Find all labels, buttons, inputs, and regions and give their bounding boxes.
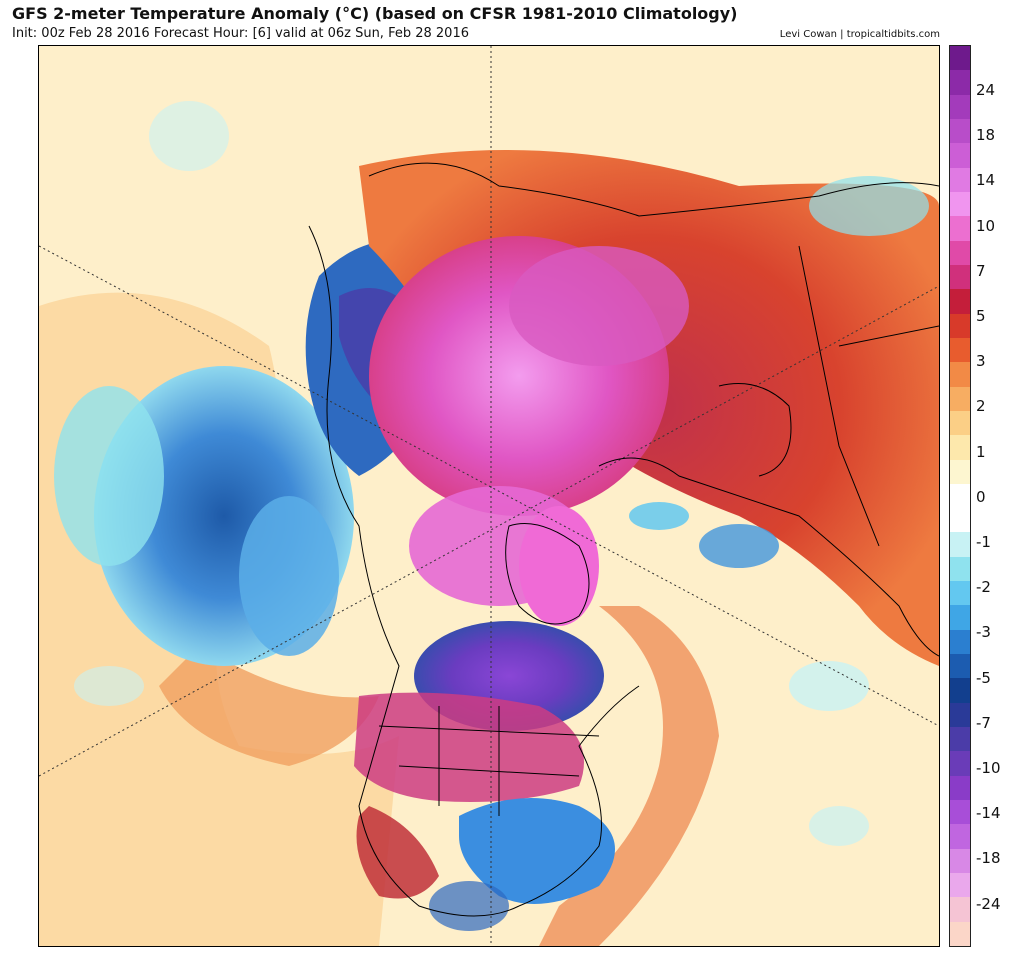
colorbar-label: -5	[976, 668, 991, 687]
colorbar-swatch	[950, 313, 970, 339]
map-subtitle: Init: 00z Feb 28 2016 Forecast Hour: [6]…	[12, 26, 469, 41]
colorbar-swatch	[950, 532, 970, 558]
colorbar-swatch	[950, 775, 970, 801]
colorbar-swatch	[950, 362, 970, 388]
colorbar-label: 14	[976, 171, 996, 190]
colorbar	[949, 45, 971, 947]
colorbar-swatch	[950, 824, 970, 850]
anomaly-map-graphic	[39, 46, 939, 946]
colorbar-swatch	[950, 897, 970, 923]
colorbar-label: -2	[976, 578, 991, 597]
colorbar-label: 0	[976, 487, 986, 506]
colorbar-swatch	[950, 410, 970, 436]
greenland-warm-anomaly	[519, 506, 599, 626]
colorbar-label: 18	[976, 126, 996, 145]
colorbar-label: -14	[976, 804, 1001, 823]
colorbar-label: 1	[976, 442, 986, 461]
colorbar-swatch	[950, 678, 970, 704]
colorbar-swatch	[950, 94, 970, 120]
colorbar-swatch	[950, 629, 970, 655]
map-credit: Levi Cowan | tropicaltidbits.com	[779, 29, 940, 40]
colorbar-label: -7	[976, 713, 991, 732]
colorbar-swatch	[950, 581, 970, 606]
anomaly-map	[38, 45, 940, 947]
colorbar-swatch	[950, 800, 970, 825]
colorbar-swatch	[950, 459, 970, 485]
colorbar-swatch	[950, 508, 970, 533]
colorbar-swatch	[950, 240, 970, 266]
us-warm-anomaly	[354, 692, 584, 802]
colorbar-label: -24	[976, 894, 1001, 913]
colorbar-swatch	[950, 289, 970, 315]
colorbar-swatch	[950, 143, 970, 169]
colorbar-label: 7	[976, 261, 986, 280]
colorbar-swatch	[950, 751, 970, 777]
colorbar-swatch	[950, 435, 970, 460]
colorbar-label: 24	[976, 81, 996, 99]
colorbar-label: -18	[976, 849, 1001, 868]
colorbar-swatch	[950, 167, 970, 193]
colorbar-label: -10	[976, 759, 1001, 777]
colorbar-swatch	[950, 848, 970, 874]
colorbar-label: 10	[976, 216, 996, 235]
colorbar-swatch	[950, 702, 970, 728]
graticule	[39, 46, 939, 946]
colorbar-label: 2	[976, 397, 986, 416]
southeast-us-cold-anomaly	[459, 798, 615, 904]
colorbar-swatch	[950, 264, 970, 290]
colorbar-swatch	[950, 337, 970, 363]
colorbar-swatch	[950, 191, 970, 217]
colorbar-label: -3	[976, 623, 991, 642]
colorbar-swatch	[950, 654, 970, 679]
colorbar-swatch	[950, 556, 970, 582]
colorbar-swatch	[950, 921, 970, 947]
colorbar-label: 5	[976, 307, 986, 325]
colorbar-swatch	[950, 386, 970, 412]
colorbar-label: -1	[976, 533, 991, 551]
colorbar-swatch	[950, 605, 970, 631]
map-title: GFS 2-meter Temperature Anomaly (°C) (ba…	[12, 4, 738, 23]
colorbar-swatch	[950, 483, 970, 509]
colorbar-label: 3	[976, 352, 986, 371]
colorbar-swatch	[950, 70, 970, 96]
coastlines	[308, 162, 939, 917]
colorbar-swatch	[950, 873, 970, 898]
colorbar-swatch	[950, 46, 970, 71]
colorbar-swatch	[950, 216, 970, 242]
colorbar-swatch	[950, 727, 970, 752]
colorbar-swatch	[950, 118, 970, 144]
